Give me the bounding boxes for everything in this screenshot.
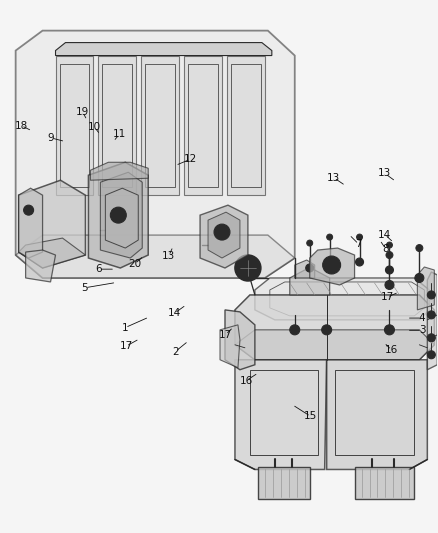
Text: 14: 14: [378, 230, 392, 240]
Text: 12: 12: [184, 154, 197, 164]
Circle shape: [235, 255, 261, 281]
Circle shape: [416, 245, 423, 252]
Text: 13: 13: [162, 251, 175, 261]
Polygon shape: [106, 188, 138, 248]
Text: 1: 1: [122, 322, 128, 333]
Polygon shape: [19, 238, 85, 268]
Polygon shape: [88, 162, 148, 268]
Text: 14: 14: [168, 308, 181, 318]
Circle shape: [386, 252, 393, 259]
Text: 10: 10: [88, 122, 101, 132]
Circle shape: [241, 261, 255, 275]
Text: 17: 17: [120, 341, 133, 351]
Text: 8: 8: [382, 244, 389, 254]
Circle shape: [427, 334, 435, 342]
Circle shape: [427, 291, 435, 299]
Circle shape: [307, 240, 313, 246]
Circle shape: [218, 228, 226, 236]
Polygon shape: [295, 260, 314, 278]
Polygon shape: [141, 55, 179, 195]
Text: 3: 3: [419, 325, 425, 335]
Polygon shape: [200, 205, 248, 268]
Circle shape: [24, 205, 34, 215]
Text: 7: 7: [355, 239, 362, 249]
Polygon shape: [427, 272, 437, 370]
Polygon shape: [235, 295, 434, 360]
Polygon shape: [16, 235, 295, 278]
Polygon shape: [220, 325, 240, 368]
Text: 13: 13: [327, 173, 340, 183]
Circle shape: [323, 256, 341, 274]
Circle shape: [386, 242, 392, 248]
Polygon shape: [235, 360, 327, 470]
Polygon shape: [290, 270, 330, 295]
Circle shape: [357, 234, 363, 240]
Polygon shape: [355, 467, 414, 499]
Polygon shape: [19, 188, 42, 258]
Polygon shape: [90, 162, 148, 180]
Text: 6: 6: [95, 264, 102, 274]
Circle shape: [321, 325, 332, 335]
Text: 18: 18: [14, 120, 28, 131]
Text: 16: 16: [385, 345, 398, 355]
Circle shape: [385, 325, 395, 335]
Circle shape: [356, 258, 364, 266]
Polygon shape: [255, 278, 429, 320]
Polygon shape: [227, 55, 265, 195]
Text: 17: 17: [219, 329, 232, 340]
Polygon shape: [208, 212, 240, 258]
Text: 19: 19: [76, 107, 89, 117]
Polygon shape: [56, 55, 93, 195]
Text: 5: 5: [81, 283, 88, 293]
Polygon shape: [327, 360, 427, 470]
Polygon shape: [16, 30, 295, 278]
Polygon shape: [99, 55, 136, 195]
Text: 2: 2: [172, 346, 179, 357]
Polygon shape: [25, 250, 56, 282]
Circle shape: [427, 311, 435, 319]
Circle shape: [385, 266, 393, 274]
Circle shape: [290, 325, 300, 335]
Text: 15: 15: [304, 411, 317, 422]
Circle shape: [327, 234, 332, 240]
Circle shape: [427, 351, 435, 359]
Circle shape: [214, 224, 230, 240]
Circle shape: [306, 264, 314, 272]
Polygon shape: [225, 310, 255, 370]
Polygon shape: [19, 180, 85, 268]
Polygon shape: [235, 330, 434, 360]
Polygon shape: [100, 172, 142, 258]
Polygon shape: [56, 43, 272, 55]
Text: 9: 9: [48, 133, 54, 143]
Polygon shape: [417, 267, 434, 310]
Circle shape: [385, 280, 394, 289]
Text: 11: 11: [113, 129, 126, 139]
Circle shape: [110, 207, 126, 223]
Circle shape: [415, 273, 424, 282]
Polygon shape: [258, 467, 310, 499]
Text: 16: 16: [240, 376, 253, 386]
Polygon shape: [310, 248, 355, 285]
Text: 13: 13: [378, 168, 392, 179]
Text: 4: 4: [419, 313, 425, 323]
Circle shape: [114, 211, 122, 219]
Circle shape: [326, 258, 334, 266]
Polygon shape: [184, 55, 222, 195]
Text: 20: 20: [128, 259, 141, 269]
Text: 17: 17: [381, 292, 394, 302]
